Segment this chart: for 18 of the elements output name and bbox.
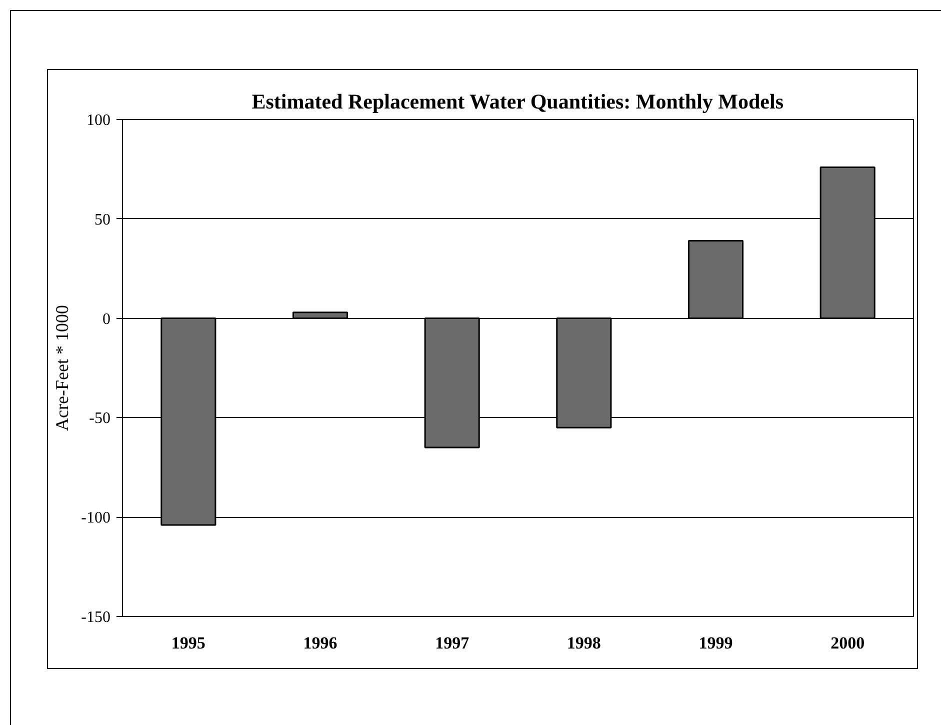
x-tick-label: 1998 (566, 634, 601, 652)
bar (556, 318, 612, 428)
y-tick-label: -100 (81, 510, 110, 527)
x-tick-label: 1996 (303, 634, 338, 652)
bar (292, 312, 348, 320)
bar (688, 240, 744, 320)
x-tick-label: 2000 (830, 634, 865, 652)
y-tick-label: -50 (89, 410, 110, 428)
x-tick-label: 1997 (435, 634, 470, 652)
y-tick-label: 0 (102, 310, 110, 328)
y-tick-label: 50 (94, 211, 110, 228)
x-tick-label: 1995 (171, 634, 206, 652)
x-tick-label: 1999 (698, 634, 733, 652)
y-axis-title: Acre-Feet * 1000 (52, 305, 72, 431)
chart-title: Estimated Replacement Water Quantities: Monthly Models (252, 90, 784, 114)
bar (424, 318, 480, 448)
y-tick-label: -150 (81, 609, 110, 626)
y-tick-label: 100 (86, 112, 110, 129)
